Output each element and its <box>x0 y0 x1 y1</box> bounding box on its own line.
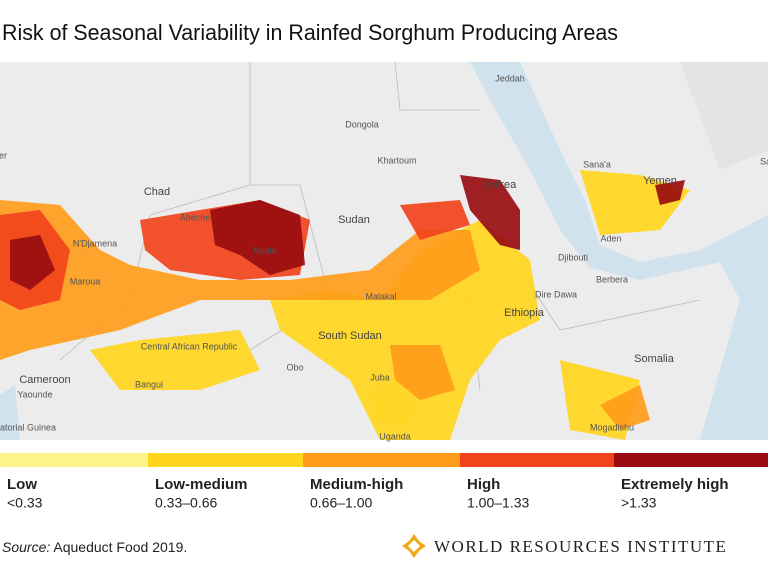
place-label: Jeddah <box>495 73 525 83</box>
legend-swatch <box>460 453 614 467</box>
place-label: Yemen <box>643 175 677 187</box>
place-label: Ethiopia <box>504 307 545 319</box>
risk-area <box>270 220 540 440</box>
place-label: Berbera <box>596 274 628 284</box>
legend-swatch <box>0 453 148 467</box>
land <box>680 62 768 170</box>
legend-range: 0.66–1.00 <box>310 495 372 511</box>
legend-label: High <box>467 476 500 493</box>
risk-area <box>400 200 470 240</box>
place-label: Aden <box>600 233 621 243</box>
place-label: Sala <box>760 156 768 166</box>
place-label: Djibouti <box>558 252 588 262</box>
place-label: Somalia <box>634 353 675 365</box>
place-label: Juba <box>370 372 390 382</box>
risk-area <box>655 180 685 205</box>
place-label: Obo <box>286 362 303 372</box>
source: Source: Aqueduct Food 2019. <box>2 539 187 555</box>
place-label: ger <box>0 150 7 160</box>
source-prefix: Source: <box>2 539 50 555</box>
place-label: Sudan <box>338 214 370 226</box>
risk-area <box>600 385 650 430</box>
legend-range: >1.33 <box>621 495 657 511</box>
place-label: Uganda <box>379 431 411 441</box>
risk-area <box>210 200 305 275</box>
risk-area <box>90 330 260 390</box>
place-label: Mogadishu <box>590 422 634 432</box>
place-label: Equatorial Guinea <box>0 422 56 432</box>
place-label: Cameroon <box>19 374 70 386</box>
place-label: Nyala <box>253 245 276 255</box>
legend-range: <0.33 <box>7 495 43 511</box>
title: Risk of Seasonal Variability in Rainfed … <box>2 20 618 45</box>
logo-text: WORLD RESOURCES INSTITUTE <box>434 537 727 556</box>
legend-label: Medium-high <box>310 476 403 493</box>
sea <box>0 385 20 440</box>
place-label: Malakal <box>365 291 396 301</box>
risk-area <box>460 175 520 250</box>
map: Jeddah Dongola Chad Khartoum Eritrea Sana'a Ye… <box>0 61 768 441</box>
legend-range: 0.33–0.66 <box>155 495 217 511</box>
legend-label: Low <box>7 476 37 493</box>
place-label: Abeche <box>180 212 211 222</box>
legend-swatch <box>303 453 460 467</box>
place-label: Dire Dawa <box>535 289 577 299</box>
risk-area <box>390 345 455 400</box>
legend-swatch <box>614 453 768 467</box>
legend-swatch <box>148 453 303 467</box>
place-label: Eritrea <box>484 179 517 191</box>
legend-label: Extremely high <box>621 476 729 493</box>
legend: Low <0.33 Low-medium 0.33–0.66 Medium-high 0.… <box>0 453 768 511</box>
place-label: Yaounde <box>17 389 52 399</box>
place-label: South Sudan <box>318 330 382 342</box>
place-label: Central African Republic <box>141 341 238 351</box>
legend-label: Low-medium <box>155 476 248 493</box>
place-label: N'Djamena <box>73 238 117 248</box>
place-label: Bangui <box>135 379 163 389</box>
source-text: Aqueduct Food 2019. <box>50 539 187 555</box>
legend-range: 1.00–1.33 <box>467 495 529 511</box>
risk-area <box>10 235 55 290</box>
place-label: Maroua <box>70 276 101 286</box>
place-label: Dongola <box>345 119 379 129</box>
place-label: Chad <box>144 186 170 198</box>
sea <box>470 62 768 440</box>
place-label: Sana'a <box>583 159 611 169</box>
logo-icon <box>402 534 426 558</box>
place-label: Khartoum <box>377 155 416 165</box>
